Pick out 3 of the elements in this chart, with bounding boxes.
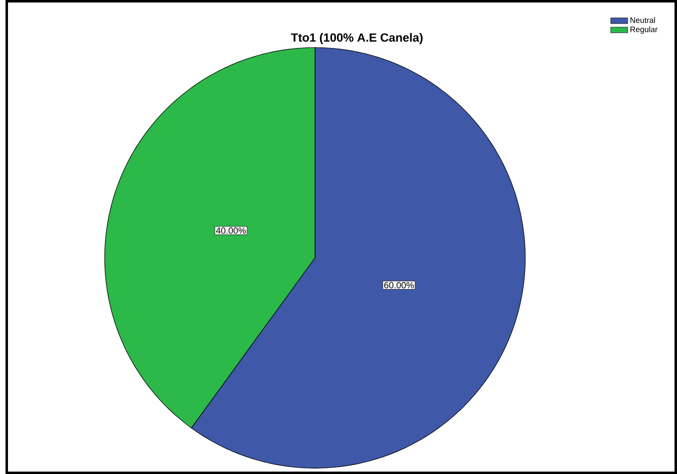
data-label: 40.00%: [216, 227, 246, 234]
text: Tto1 (100% A.E Canela): [291, 32, 423, 44]
data-label: 60.00%: [384, 282, 414, 288]
